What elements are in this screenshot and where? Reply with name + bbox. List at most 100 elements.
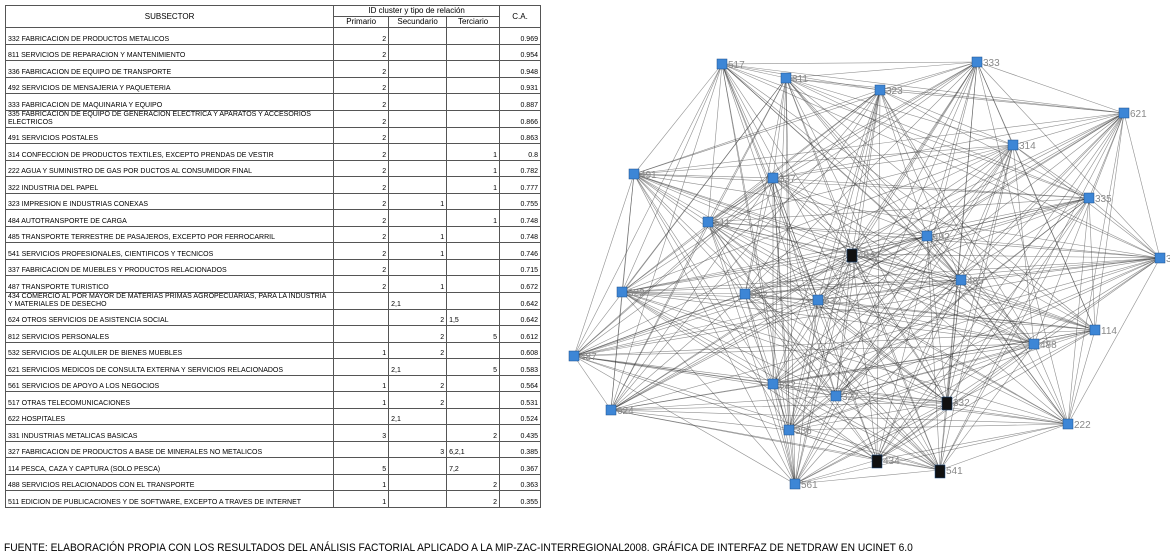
edge — [707, 221, 1096, 331]
row: 485 TRANSPORTE TERRESTRE DE PASAJEROS, E… — [4, 225, 541, 243]
cell: 0.531 — [499, 391, 541, 409]
cell — [388, 258, 448, 276]
edge — [785, 77, 1096, 331]
row: 487 TRANSPORTE TURISTICO 2 1 0.672 — [4, 275, 541, 293]
edge — [573, 77, 787, 357]
cell: 3 — [333, 424, 390, 442]
edge — [707, 221, 796, 485]
row: 336 FABRICACION DE EQUIPO DE TRANSPORTE 2… — [4, 60, 541, 78]
edge — [946, 197, 1090, 403]
cell: 327 FABRICACION DE PRODUCTOS A BASE DE M… — [4, 440, 335, 458]
node — [812, 294, 824, 306]
edge — [785, 77, 853, 255]
cell: 1 — [388, 242, 448, 260]
edge — [633, 173, 746, 295]
edge — [721, 63, 1125, 114]
edge — [946, 112, 1125, 403]
row: 532 SERVICIOS DE ALQUILER DE BIENES MUEB… — [4, 341, 541, 359]
edge — [939, 343, 1035, 471]
edge — [707, 221, 878, 461]
edge — [721, 63, 1035, 345]
header: SUBSECTOR — [4, 5, 335, 28]
edge — [621, 177, 774, 293]
edge — [785, 77, 881, 91]
edge — [851, 253, 962, 281]
node — [739, 288, 751, 300]
cell — [446, 391, 501, 409]
cell: 2,1 — [388, 358, 448, 376]
cell — [388, 457, 448, 475]
edge — [633, 173, 796, 485]
node-label: 314 — [1019, 141, 1036, 152]
cell: 0.612 — [499, 325, 541, 343]
cell: 0.672 — [499, 275, 541, 293]
cell: 2,1 — [388, 291, 448, 310]
cell — [446, 126, 501, 144]
edge — [707, 221, 941, 471]
edge — [788, 429, 878, 461]
cell: 1 — [446, 209, 501, 227]
edge — [794, 423, 1069, 485]
edge — [621, 89, 881, 293]
cell: 491 SERVICIOS POSTALES — [4, 126, 335, 144]
edges — [573, 61, 1161, 485]
cell: 2 — [388, 341, 448, 359]
cell: 621 SERVICIOS MEDICOS DE CONSULTA EXTERN… — [4, 358, 335, 376]
cell: 487 TRANSPORTE TURISTICO — [4, 275, 335, 293]
cell: 1 — [333, 341, 390, 359]
node-label: 337 — [779, 174, 796, 185]
cell: 485 TRANSPORTE TERRESTRE DE PASAJEROS, E… — [4, 225, 335, 243]
cell — [388, 109, 448, 128]
edge — [788, 429, 941, 471]
edge — [817, 197, 1090, 301]
edge — [633, 173, 1069, 425]
edge — [633, 173, 1090, 199]
edge — [876, 459, 941, 471]
edge — [772, 61, 978, 385]
edge — [876, 112, 1125, 461]
edge — [621, 291, 1035, 345]
edge — [960, 279, 1096, 331]
edge — [926, 235, 1161, 259]
cell: 2 — [333, 60, 390, 78]
edge — [707, 221, 1069, 425]
edge — [785, 77, 1014, 146]
cell — [333, 308, 390, 326]
edge — [835, 395, 941, 471]
cell: 0.948 — [499, 60, 541, 78]
footer: FUENTE: ELABORACIÓN PROPIA CON LOS RESUL… — [4, 542, 913, 554]
edge — [721, 63, 790, 431]
node — [605, 404, 617, 416]
node — [830, 390, 842, 402]
edge — [939, 423, 1069, 471]
edge — [621, 279, 962, 293]
cell — [388, 143, 448, 161]
edge — [772, 177, 962, 281]
node — [568, 350, 580, 362]
node-label: 327 — [842, 392, 859, 403]
node — [767, 378, 779, 390]
edge — [707, 89, 881, 223]
edge — [1012, 112, 1125, 146]
edge — [772, 177, 928, 237]
edge — [744, 293, 948, 403]
cell: 332 FABRICACION DE PRODUCTOS METALICOS — [4, 27, 335, 45]
node-label: 511 — [714, 218, 730, 229]
edge — [772, 177, 853, 255]
node — [1089, 324, 1101, 336]
edge — [621, 257, 1161, 293]
edge — [772, 383, 878, 461]
edge — [835, 197, 1090, 397]
edge — [876, 279, 962, 461]
edge — [573, 355, 948, 403]
node-label: 622 — [628, 288, 645, 299]
edge — [876, 144, 1014, 461]
edge — [785, 61, 978, 79]
cell — [446, 93, 501, 111]
edge — [621, 291, 796, 485]
node — [846, 248, 858, 263]
edge — [772, 177, 837, 397]
node-label: 336 — [795, 426, 812, 437]
node-label: 811 — [792, 74, 808, 85]
edge — [772, 177, 1069, 425]
